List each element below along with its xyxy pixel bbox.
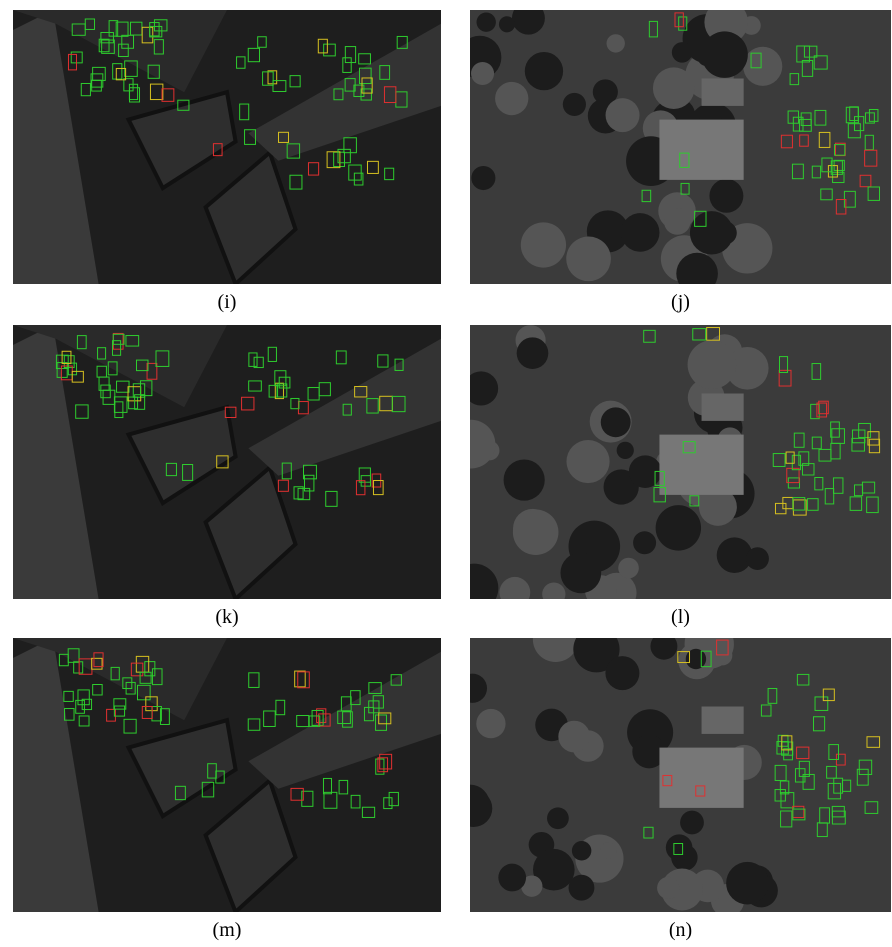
figure: (i) (j) (k) (l) (m) (n) xyxy=(0,0,892,947)
tree xyxy=(633,531,656,554)
tree xyxy=(746,547,769,570)
tree xyxy=(504,459,545,500)
tree xyxy=(476,709,505,738)
image-canvas xyxy=(13,638,441,912)
tree xyxy=(498,864,526,892)
tree xyxy=(743,47,782,86)
tree xyxy=(572,841,591,860)
tree xyxy=(605,656,639,690)
tree xyxy=(521,222,566,267)
sar-image xyxy=(470,638,891,912)
tree xyxy=(621,213,660,252)
sar-image xyxy=(13,10,441,284)
tree xyxy=(566,237,611,282)
tree xyxy=(666,834,693,861)
tree xyxy=(726,862,769,905)
tree xyxy=(600,842,616,858)
tree xyxy=(471,166,495,190)
image-canvas xyxy=(470,325,891,599)
tree xyxy=(701,31,747,77)
panel-caption: (j) xyxy=(470,291,891,314)
tree xyxy=(680,811,704,835)
tree xyxy=(566,440,609,483)
tree xyxy=(709,179,743,213)
tree xyxy=(495,82,528,115)
panel-caption: (m) xyxy=(13,919,441,942)
sar-image xyxy=(13,638,441,912)
tree xyxy=(525,52,563,90)
tree xyxy=(664,208,691,235)
tree xyxy=(618,558,639,579)
tree xyxy=(547,807,569,829)
tree xyxy=(569,875,595,901)
tree xyxy=(601,407,631,437)
tree xyxy=(471,62,494,85)
building xyxy=(702,79,744,106)
sar-image xyxy=(470,325,891,599)
image-canvas xyxy=(13,325,441,599)
tree xyxy=(688,340,737,389)
sar-image xyxy=(470,10,891,284)
tree xyxy=(657,877,679,899)
tree xyxy=(563,93,586,116)
image-canvas xyxy=(470,10,891,284)
building xyxy=(659,120,743,180)
tree xyxy=(713,221,736,244)
tree xyxy=(513,509,559,555)
tree xyxy=(558,721,590,753)
panel-caption: (n) xyxy=(470,919,891,942)
tree xyxy=(606,98,640,132)
sar-image xyxy=(13,325,441,599)
tree xyxy=(499,16,515,32)
panel-caption: (i) xyxy=(13,291,441,314)
image-canvas xyxy=(470,638,891,912)
panel-caption: (l) xyxy=(470,606,891,629)
building xyxy=(702,707,744,734)
image-canvas xyxy=(13,10,441,284)
tree xyxy=(617,442,634,459)
building xyxy=(702,394,744,421)
tree xyxy=(560,552,601,593)
tree xyxy=(607,34,625,52)
panel-caption: (k) xyxy=(13,606,441,629)
building xyxy=(659,435,743,495)
tree xyxy=(477,12,496,31)
tree xyxy=(517,337,549,369)
tree xyxy=(656,505,701,550)
tree xyxy=(653,67,695,109)
tree xyxy=(672,42,693,63)
